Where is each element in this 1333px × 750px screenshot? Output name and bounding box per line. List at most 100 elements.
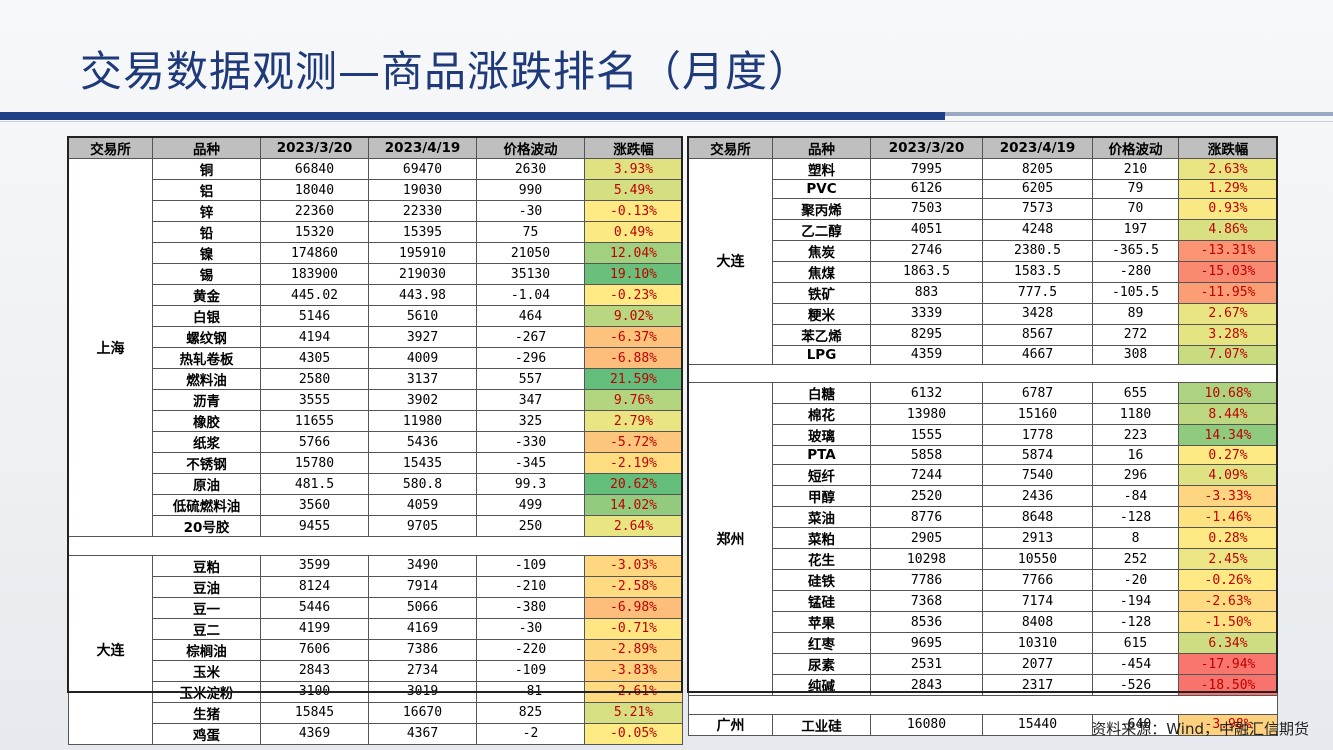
table-row: 锡 183900 219030 35130 19.10% [69, 263, 683, 285]
price-start-cell: 3555 [260, 389, 369, 411]
price-end-cell: 16670 [368, 701, 477, 724]
table-row: 红枣 9695 10310 615 6.34% [689, 632, 1278, 655]
price-start-cell: 2843 [260, 659, 369, 682]
price-end-cell: 2436 [982, 485, 1093, 508]
price-change-cell: 464 [476, 305, 585, 327]
price-end-cell: 3019 [368, 680, 477, 703]
change-pct-cell: -17.94% [1178, 653, 1278, 676]
commodity-cell: 聚丙烯 [772, 197, 871, 220]
price-change-cell: -194 [1092, 590, 1179, 613]
table-row: PTA 5858 5874 16 0.27% [689, 445, 1278, 466]
commodity-cell: 锰硅 [772, 590, 871, 613]
change-pct-cell: 8.44% [1178, 403, 1278, 426]
header-bar-accent [945, 112, 1333, 116]
price-end-cell: 5066 [368, 596, 477, 619]
commodity-cell: 玻璃 [772, 424, 871, 447]
table-row: 20号胶 9455 9705 250 2.64% [69, 515, 683, 537]
price-change-cell: 79 [1092, 179, 1179, 199]
price-change-cell: -1.04 [476, 284, 585, 306]
table-row: 热轧卷板 4305 4009 -296 -6.88% [69, 347, 683, 369]
table-row: 焦煤 1863.5 1583.5 -280 -15.03% [689, 260, 1278, 283]
table-row: 生猪 15845 16670 825 5.21% [69, 701, 683, 724]
table-row: 锰硅 7368 7174 -194 -2.63% [689, 590, 1278, 613]
price-end-cell: 19030 [368, 179, 477, 201]
exchange-cell: 上海 [68, 158, 153, 537]
price-end-cell: 7573 [982, 197, 1093, 220]
price-end-cell: 6787 [982, 382, 1093, 405]
table-row: 镍 174860 195910 21050 12.04% [69, 242, 683, 264]
price-change-cell: -220 [476, 638, 585, 661]
price-end-cell: 1778 [982, 424, 1093, 447]
price-start-cell: 9455 [260, 515, 369, 537]
price-start-cell: 7503 [870, 197, 983, 220]
table-row: 短纤 7244 7540 296 4.09% [689, 464, 1278, 487]
price-change-cell: 223 [1092, 424, 1179, 447]
commodity-cell: 菜油 [772, 506, 871, 529]
commodity-cell: PTA [772, 445, 871, 466]
change-pct-cell: 6.34% [1178, 632, 1278, 655]
price-start-cell: 4051 [870, 218, 983, 241]
change-pct-cell: -1.50% [1178, 611, 1278, 634]
left-ranking-table: 交易所 品种 2023/3/20 2023/4/19 价格波动 涨跌幅 上海铜 66840 6… [68, 137, 683, 745]
change-pct-cell: -2.89% [584, 638, 683, 661]
price-start-cell: 13980 [870, 403, 983, 426]
change-pct-cell: -6.88% [584, 347, 683, 369]
price-start-cell: 10298 [870, 548, 983, 571]
price-change-cell: 89 [1092, 302, 1179, 325]
price-start-cell: 9695 [870, 632, 983, 655]
price-change-cell: 825 [476, 701, 585, 724]
change-pct-cell: -6.98% [584, 596, 683, 619]
price-end-cell: 8648 [982, 506, 1093, 529]
change-pct-cell: 19.10% [584, 263, 683, 285]
change-pct-cell: 7.07% [1178, 344, 1278, 365]
price-end-cell: 3428 [982, 302, 1093, 325]
price-end-cell: 7386 [368, 638, 477, 661]
column-header: 价格波动 [476, 137, 585, 159]
table-row: 乙二醇 4051 4248 197 4.86% [689, 218, 1278, 241]
change-pct-cell: -3.33% [1178, 485, 1278, 508]
right-ranking-table: 交易所 品种 2023/3/20 2023/4/19 价格波动 涨跌幅 大连 塑料 7995 8… [688, 137, 1278, 736]
change-pct-cell: -6.37% [584, 326, 683, 348]
table-row: 大连 豆粕 3599 3490 -109 -3.03% [68, 554, 683, 745]
price-end-cell: 15160 [982, 403, 1093, 426]
table-row: 黄金 445.02 443.98 -1.04 -0.23% [69, 284, 683, 306]
change-pct-cell: 12.04% [584, 242, 683, 264]
price-end-cell: 3137 [368, 368, 477, 390]
price-change-cell: 252 [1092, 548, 1179, 571]
change-pct-cell: 5.49% [584, 179, 683, 201]
table-row: 锌 22360 22330 -30 -0.13% [69, 200, 683, 222]
commodity-cell: 铝 [152, 179, 261, 201]
price-start-cell: 2531 [870, 653, 983, 676]
price-end-cell: 2317 [982, 674, 1093, 697]
exchange-cell: 郑州 [688, 382, 773, 697]
commodity-cell: 焦煤 [772, 260, 871, 283]
source-note: 资料来源：Wind，中融汇信期货 [1091, 720, 1309, 738]
commodity-cell: 沥青 [152, 389, 261, 411]
commodity-cell: 铅 [152, 221, 261, 243]
change-pct-cell: -11.95% [1178, 281, 1278, 304]
change-pct-cell: 9.02% [584, 305, 683, 327]
price-change-cell: 197 [1092, 218, 1179, 241]
table-row: 苯乙烯 8295 8567 272 3.28% [689, 323, 1278, 346]
price-change-cell: -380 [476, 596, 585, 619]
price-end-cell: 8408 [982, 611, 1093, 634]
price-start-cell: 18040 [260, 179, 369, 201]
price-change-cell: -2 [476, 722, 585, 745]
price-end-cell: 10550 [982, 548, 1093, 571]
table-row: 豆油 8124 7914 -210 -2.58% [69, 575, 683, 598]
column-header: 2023/3/20 [260, 137, 369, 159]
header-rule [0, 121, 1333, 122]
commodity-cell: 鸡蛋 [152, 722, 261, 745]
price-change-cell: -84 [1092, 485, 1179, 508]
group-separator [688, 363, 1278, 384]
price-start-cell: 7368 [870, 590, 983, 613]
price-end-cell: 2380.5 [982, 239, 1093, 262]
price-start-cell: 4359 [870, 344, 983, 365]
price-start-cell: 2905 [870, 527, 983, 550]
price-start-cell: 5858 [870, 445, 983, 466]
price-start-cell: 2580 [260, 368, 369, 390]
commodity-cell: 铁矿 [772, 281, 871, 304]
commodity-cell: 短纤 [772, 464, 871, 487]
commodity-cell: 焦炭 [772, 239, 871, 262]
change-pct-cell: 2.79% [584, 410, 683, 432]
